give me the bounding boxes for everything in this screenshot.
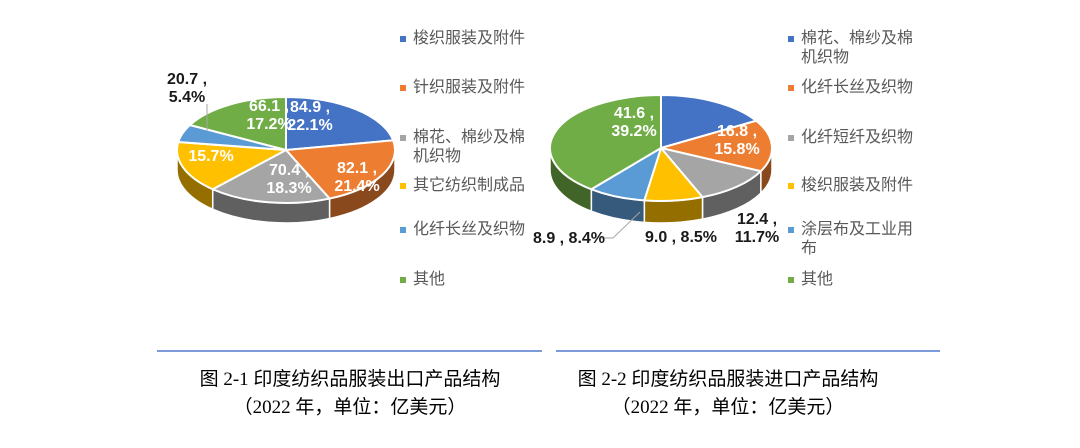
pie-charts-canvas: 84.9 , 22.1%82.1 , 21.4% 70.4 , 18.3% 15.7% 20… [167, 71, 779, 247]
import-chart-legend: 棉花、棉纱及棉机织物 化纤长丝及织物 化纤短纤及织物 梭织服装及附件 涂层布及工… [788, 0, 948, 340]
pie-1-slice-1 [660, 119, 773, 173]
pie-0-slice-1-data-label: 82.1 , 21.4% [334, 160, 379, 195]
legend-marker-icon [788, 135, 794, 141]
pie-1-slice-4-data-label: 8.9 , 8.4% [533, 230, 605, 247]
legend-marker-icon [400, 85, 406, 91]
pie-0-slice-0 [285, 96, 395, 151]
export-chart-legend: 梭织服装及附件 针织服装及附件 棉花、棉纱及棉机织物 其它纺织制成品 化纤长丝及… [400, 0, 560, 340]
legend-marker-icon [788, 36, 794, 42]
legend-marker-icon [788, 85, 794, 91]
legend-item-label: 化纤长丝及织物 [801, 79, 914, 96]
legend-marker-icon [400, 277, 406, 283]
legend-item-label: 棉花、棉纱及棉机织物 [413, 129, 526, 165]
pie-1-label-leader-line [601, 211, 641, 239]
legend-item-label: 涂层布及工业用布 [801, 221, 914, 257]
legend-marker-icon [788, 227, 794, 233]
legend-item-label: 化纤长丝及织物 [413, 221, 526, 238]
pie-0-slice-4-data-label: 20.7 , 5.4% [167, 71, 207, 106]
pie-0-slice-2 [211, 149, 331, 204]
caption-divider-left [157, 350, 542, 352]
pie-0-slice-5-data-label: 66.1 , 17.2% [246, 98, 291, 133]
caption-title: 图 2-1 印度纺织品服装出口产品结构 [199, 369, 501, 390]
pie-0-slice-5 [188, 96, 287, 151]
legend-item-label: 梭织服装及附件 [413, 30, 526, 47]
legend-marker-icon [400, 183, 406, 189]
pie-1-slice-5 [549, 94, 662, 191]
pie-0-slice-3-data-label: 15.7% [188, 148, 233, 165]
pie-1-slice-0 [660, 94, 758, 149]
export-figure-caption: 图 2-1 印度纺织品服装出口产品结构 （2022 年，单位：亿美元） [150, 366, 550, 422]
legend-item: 其他 [400, 270, 531, 289]
caption-title: 图 2-2 印度纺织品服装进口产品结构 [577, 369, 879, 390]
legend-item-label: 棉花、棉纱及棉机织物 [801, 30, 914, 66]
legend-marker-icon [400, 227, 406, 233]
legend-item: 化纤长丝及织物 [400, 220, 531, 239]
legend-item: 梭织服装及附件 [400, 29, 531, 48]
legend-item: 化纤短纤及织物 [788, 128, 919, 147]
legend-item-label: 梭织服装及附件 [801, 177, 914, 194]
legend-item: 其它纺织制成品 [400, 176, 531, 195]
legend-item-label: 其它纺织制成品 [413, 177, 526, 194]
legend-item: 棉花、棉纱及棉机织物 [400, 128, 531, 166]
legend-item-label: 其他 [413, 271, 446, 288]
pie-1-slice-2-data-label: 12.4 , 11.7% [735, 211, 779, 246]
pie-0-slice-0-data-label: 84.9 , 22.1% [287, 99, 332, 134]
legend-marker-icon [400, 36, 406, 42]
pie-1-slice-1-data-label: 16.8 , 15.8% [714, 123, 759, 158]
legend-item-label: 化纤短纤及织物 [801, 129, 914, 146]
pie-1-slice-2 [660, 147, 762, 199]
legend-item: 涂层布及工业用布 [788, 220, 919, 258]
pie-1-slice-3-data-label: 9.0 , 8.5% [645, 229, 717, 246]
legend-marker-icon [788, 277, 794, 283]
legend-item-label: 其他 [801, 271, 834, 288]
legend-item: 梭织服装及附件 [788, 176, 919, 195]
legend-marker-icon [788, 183, 794, 189]
pie-1-slice-5-data-label: 41.6 , 39.2% [611, 105, 656, 140]
import-figure-caption: 图 2-2 印度纺织品服装进口产品结构 （2022 年，单位：亿美元） [528, 366, 928, 422]
caption-divider-right [556, 350, 940, 352]
legend-item: 针织服装及附件 [400, 78, 531, 97]
legend-item-label: 针织服装及附件 [413, 79, 526, 96]
legend-item: 其他 [788, 270, 919, 289]
legend-marker-icon [400, 135, 406, 141]
legend-item: 棉花、棉纱及棉机织物 [788, 29, 919, 67]
pie-0-slice-3 [176, 140, 287, 191]
caption-subtitle: （2022 年，单位：亿美元） [233, 397, 467, 418]
caption-subtitle: （2022 年，单位：亿美元） [611, 397, 845, 418]
legend-item: 化纤长丝及织物 [788, 78, 919, 97]
pie-0-slice-1 [285, 139, 396, 200]
pie-0-slice-2-data-label: 70.4 , 18.3% [266, 162, 311, 197]
